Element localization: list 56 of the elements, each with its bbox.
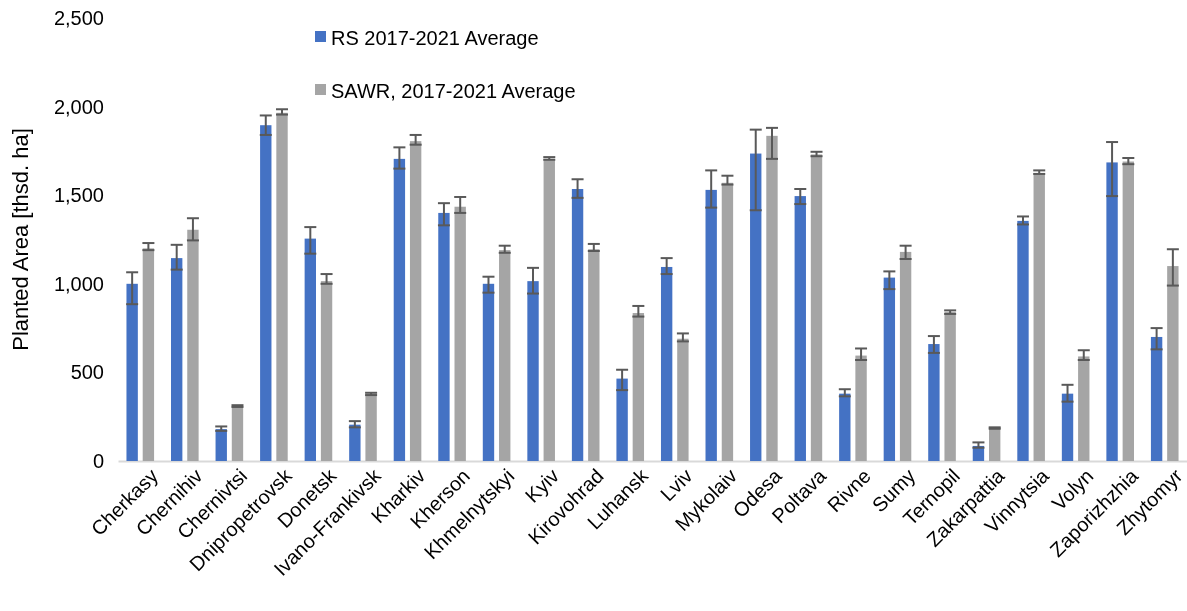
bar [1078, 356, 1090, 461]
bar [588, 249, 600, 461]
bar [1150, 336, 1163, 461]
bar [750, 153, 762, 461]
y-tick-label: 500 [70, 361, 104, 384]
bar [1167, 266, 1179, 461]
bar [660, 266, 673, 461]
bar [944, 312, 956, 461]
bar [187, 229, 199, 461]
bar [989, 427, 1001, 461]
bar [482, 283, 495, 461]
bar [1061, 393, 1074, 461]
bar [899, 251, 912, 461]
y-tick-label: 1,500 [53, 184, 104, 207]
bar [839, 393, 851, 461]
bar [215, 429, 227, 461]
bar [810, 154, 823, 461]
bar [171, 258, 183, 461]
y-tick-label: 0 [92, 449, 104, 472]
y-tick-label: 1,000 [53, 272, 104, 295]
bar [409, 141, 422, 461]
legend-label: RS 2017-2021 Average [331, 27, 539, 49]
bar [883, 277, 896, 461]
bar [766, 135, 778, 461]
y-axis-title: Planted Area [thsd. ha] [8, 128, 33, 351]
bar [142, 248, 155, 461]
bar [794, 196, 806, 461]
bar [616, 378, 628, 461]
bar [126, 283, 138, 461]
bar [393, 158, 406, 461]
bar [543, 158, 555, 461]
bar [304, 238, 316, 461]
bar [499, 250, 511, 461]
y-tick-label: 2,500 [53, 6, 104, 29]
bar [454, 206, 466, 461]
bar [1106, 162, 1118, 461]
bar [677, 338, 689, 461]
bar [1017, 220, 1029, 461]
bar [231, 406, 244, 461]
bar [928, 344, 940, 461]
bar [855, 355, 867, 461]
legend-label: SAWR, 2017-2021 Average [331, 80, 576, 102]
bar [632, 313, 645, 461]
bar [1033, 173, 1045, 461]
bar [438, 212, 450, 461]
bar [365, 393, 377, 461]
bar [705, 189, 717, 461]
bar [1122, 161, 1134, 461]
bar [276, 112, 288, 461]
bar [260, 125, 272, 461]
bar [349, 424, 361, 461]
bar [527, 281, 539, 461]
y-tick-label: 2,000 [53, 95, 104, 118]
bar [571, 189, 584, 461]
bar [721, 182, 734, 461]
bar [320, 281, 333, 461]
